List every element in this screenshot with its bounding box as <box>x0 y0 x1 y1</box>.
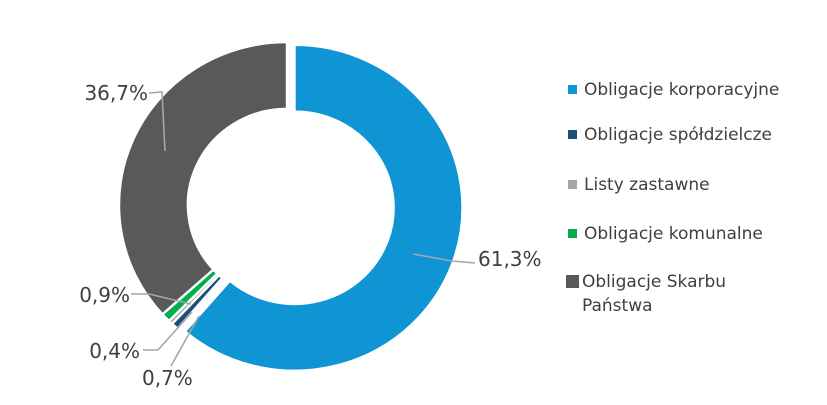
legend-item-label: Obligacje korporacyjne <box>584 80 780 100</box>
leader-line-1 <box>170 315 200 367</box>
legend-item-label: Obligacje Skarbu Państwa <box>582 272 727 316</box>
pie-slice-4 <box>117 40 289 316</box>
leader-line-3 <box>131 293 192 305</box>
legend-item-label: Obligacje komunalne <box>584 224 763 244</box>
data-label-obligacje-korporacyjne: 61,3% <box>478 247 542 271</box>
data-label-listy-zastawne: 0,4% <box>89 339 140 363</box>
data-label-obligacje-komunalne: 0,9% <box>79 283 130 307</box>
leader-line-2 <box>143 311 193 351</box>
leader-line-0 <box>412 253 476 264</box>
legend-marker-gray-icon <box>568 180 577 189</box>
legend-item-label: Listy zastawne <box>584 175 710 195</box>
legend-marker-navy-icon <box>568 130 577 139</box>
legend-item-label: Obligacje spółdzielcze <box>584 125 772 145</box>
legend-item-obligacje-spoldzielcze: Obligacje spółdzielcze <box>566 123 772 147</box>
leader-line-4 <box>148 91 166 152</box>
legend-item-obligacje-komunalne: Obligacje komunalne <box>566 222 763 246</box>
pie-slice-0 <box>183 43 464 372</box>
legend-marker-blue-icon <box>568 85 577 94</box>
legend-item-obligacje-skarbu-panstwa: Obligacje Skarbu Państwa <box>566 270 797 318</box>
legend-marker-green-icon <box>568 229 577 238</box>
legend-item-obligacje-korporacyjne: Obligacje korporacyjne <box>566 78 779 102</box>
legend-marker-darkgray-icon <box>566 275 579 288</box>
data-label-obligacje-spoldzielcze: 0,7% <box>142 366 193 390</box>
legend-item-listy-zastawne: Listy zastawne <box>566 173 710 197</box>
data-label-obligacje-skarbu-panstwa: 36,7% <box>84 81 148 105</box>
